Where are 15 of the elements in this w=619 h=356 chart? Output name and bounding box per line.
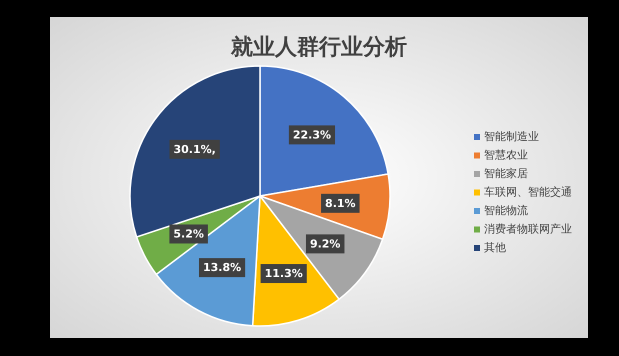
data-label: 22.3% bbox=[292, 128, 332, 142]
data-label: 13.8% bbox=[202, 261, 242, 274]
data-label: 8.1% bbox=[325, 196, 356, 210]
legend-label: 智能家居 bbox=[484, 167, 528, 180]
legend-label: 车联网、智能交通 bbox=[484, 186, 572, 198]
data-label: 11.3% bbox=[264, 267, 303, 280]
data-label: 9.2% bbox=[310, 237, 340, 250]
legend-label: 智能制造业 bbox=[484, 130, 539, 143]
legend-label: 其他 bbox=[484, 241, 506, 254]
legend-label: 消费者物联网产业 bbox=[484, 222, 572, 236]
legend-label: 智慧农业 bbox=[484, 148, 528, 162]
legend-label: 智能物流 bbox=[484, 204, 528, 217]
chart-title: 就业人群行业分析 bbox=[230, 35, 407, 60]
data-label: 30.1%, bbox=[173, 142, 216, 156]
data-label: 5.2% bbox=[173, 227, 204, 240]
